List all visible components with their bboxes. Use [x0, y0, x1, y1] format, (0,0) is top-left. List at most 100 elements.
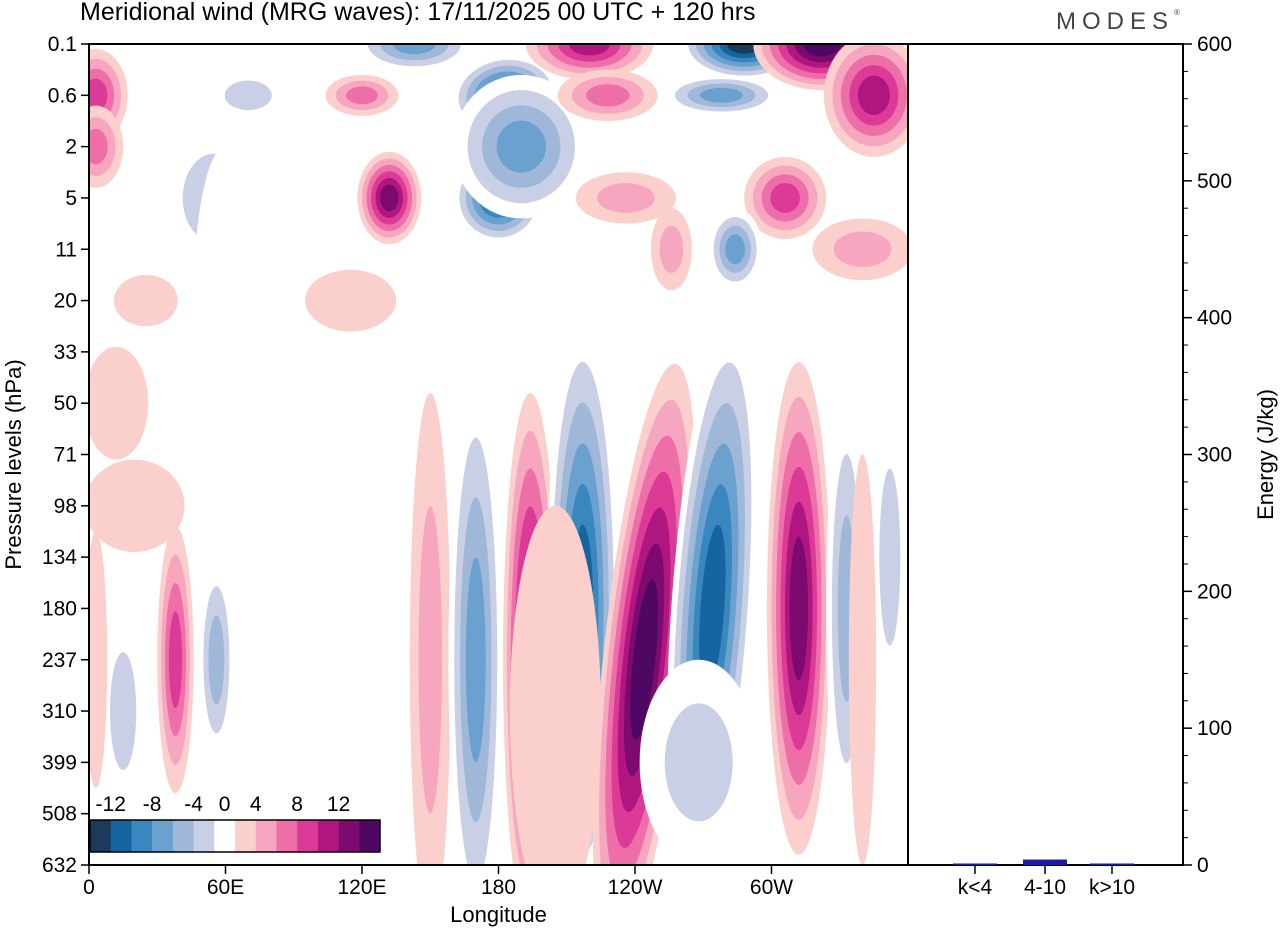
wind-contour-4-2 [346, 86, 378, 105]
wind-contour-10-4 [569, 44, 610, 56]
wind-contour-15-4 [857, 75, 890, 116]
wind-contour-45-1 [879, 468, 901, 646]
x-tick-label: 0 [83, 876, 95, 899]
energy-tick-label: 400 [1197, 307, 1232, 330]
logo-text: MODES [1056, 8, 1175, 35]
colorbar-label: 8 [291, 793, 303, 816]
wind-contour-32-0 [89, 459, 185, 552]
energy-category-label: 4-10 [1024, 876, 1066, 899]
wind-contour-0-3 [89, 78, 108, 113]
wind-contour-12-6 [726, 44, 762, 54]
colorbar: -12 -8 -4 0 4 8 12 [89, 793, 381, 853]
colorbar-label: 12 [327, 793, 350, 816]
wind-contour-46-0 [848, 454, 877, 865]
y-tick-label: 0.1 [48, 33, 77, 56]
energy-tick-label: 0 [1197, 854, 1209, 877]
colorbar-frame [89, 819, 381, 853]
y-tick-label: 0.6 [48, 84, 77, 107]
wind-contour-13-3 [700, 87, 743, 103]
colorbar-swatch-11 [317, 820, 339, 852]
energy-bar-2 [1090, 863, 1134, 865]
energy-category-label: k<4 [958, 876, 993, 899]
wind-contour-3-0 [157, 44, 203, 65]
y-tick-label: 508 [42, 803, 77, 826]
chart-title: Meridional wind (MRG waves): 17/11/2025 … [80, 0, 756, 26]
wind-contour-34-2 [208, 615, 225, 705]
colorbar-label: 0 [219, 793, 231, 816]
wind-contour-16-3 [770, 183, 800, 213]
wind-contour-42-5 [699, 524, 726, 693]
wind-contour-9-3 [496, 120, 546, 173]
colorbar-swatch-0 [90, 820, 112, 852]
wind-contour-38-3 [465, 557, 486, 763]
y-tick-label: 180 [42, 597, 77, 620]
wind-contour-47-0 [509, 505, 601, 865]
y-axis-title: Pressure levels (hPa) [1, 359, 26, 569]
colorbar-label: -8 [143, 793, 162, 816]
colorbar-swatch-1 [110, 820, 132, 852]
energy-category-label: k>10 [1089, 876, 1135, 899]
energy-bar-1 [1023, 859, 1067, 865]
wind-contour-36-0 [89, 531, 108, 789]
wind-contour-21-1 [659, 225, 684, 273]
wind-contour-27-0 [113, 274, 178, 327]
energy-tick-label: 500 [1197, 170, 1232, 193]
x-tick-label: 120E [337, 876, 386, 899]
x-tick-label: 60E [207, 876, 244, 899]
wind-contour-26-0 [89, 346, 149, 460]
colorbar-swatch-9 [276, 820, 298, 852]
wind-contour-17-1 [833, 231, 892, 267]
y-tick-label: 20 [54, 290, 77, 313]
colorbar-swatch-8 [255, 820, 277, 852]
x-tick-label: 180 [481, 876, 516, 899]
wind-contour-41-6 [630, 579, 658, 741]
logo-registered-mark: ® [1174, 8, 1180, 17]
y-tick-label: 2 [65, 136, 77, 159]
wind-field [89, 44, 908, 865]
y-tick-label: 134 [42, 546, 77, 569]
wind-contour-11-2 [586, 84, 630, 107]
energy-tick-label: 300 [1197, 444, 1232, 467]
colorbar-swatch-3 [152, 820, 174, 852]
wind-contour-35-1 [110, 652, 137, 771]
colorbar-swatch-4 [172, 820, 194, 852]
colorbar-swatch-2 [131, 820, 153, 852]
wind-contour-43-5 [789, 536, 809, 681]
wind-contour-14-6 [803, 44, 841, 57]
x-tick-label: 120W [608, 876, 663, 899]
wind-contour-18-3 [725, 234, 745, 265]
wind-contour-2-1 [224, 80, 272, 111]
colorbar-label: -4 [184, 793, 203, 816]
colorbar-swatch-7 [235, 820, 257, 852]
energy-axis-title: Energy (J/kg) [1253, 389, 1278, 520]
energy-bar-0 [953, 863, 997, 865]
y-tick-label: 98 [54, 495, 77, 518]
y-tick-label: 50 [54, 392, 77, 415]
colorbar-swatch-12 [338, 820, 360, 852]
colorbar-swatch-6 [214, 820, 236, 852]
wind-contour-6-5 [380, 184, 399, 212]
wind-contour-37-1 [418, 506, 443, 814]
y-tick-label: 5 [65, 187, 77, 210]
wind-contour-33-3 [168, 611, 183, 709]
colorbar-swatch-13 [359, 820, 381, 852]
colorbar-label: 4 [250, 793, 262, 816]
y-tick-label: 399 [42, 751, 77, 774]
y-tick-label: 310 [42, 700, 77, 723]
energy-tick-label: 200 [1197, 580, 1232, 603]
wind-contour-31-0 [175, 444, 276, 568]
wind-contour-1-2 [89, 128, 108, 165]
wind-contour-23-0 [193, 146, 258, 455]
wind-contour-20-1 [597, 183, 655, 213]
energy-tick-label: 600 [1197, 33, 1232, 56]
y-tick-label: 632 [42, 854, 77, 877]
wind-contour-48-1 [664, 703, 733, 822]
x-tick-label: 60W [750, 876, 793, 899]
y-tick-label: 33 [54, 341, 77, 364]
colorbar-label: -12 [96, 793, 126, 816]
y-tick-label: 11 [55, 238, 77, 261]
modes-logo: MODES® [1056, 8, 1180, 36]
x-axis-title: Longitude [450, 902, 547, 927]
colorbar-swatch-5 [193, 820, 215, 852]
